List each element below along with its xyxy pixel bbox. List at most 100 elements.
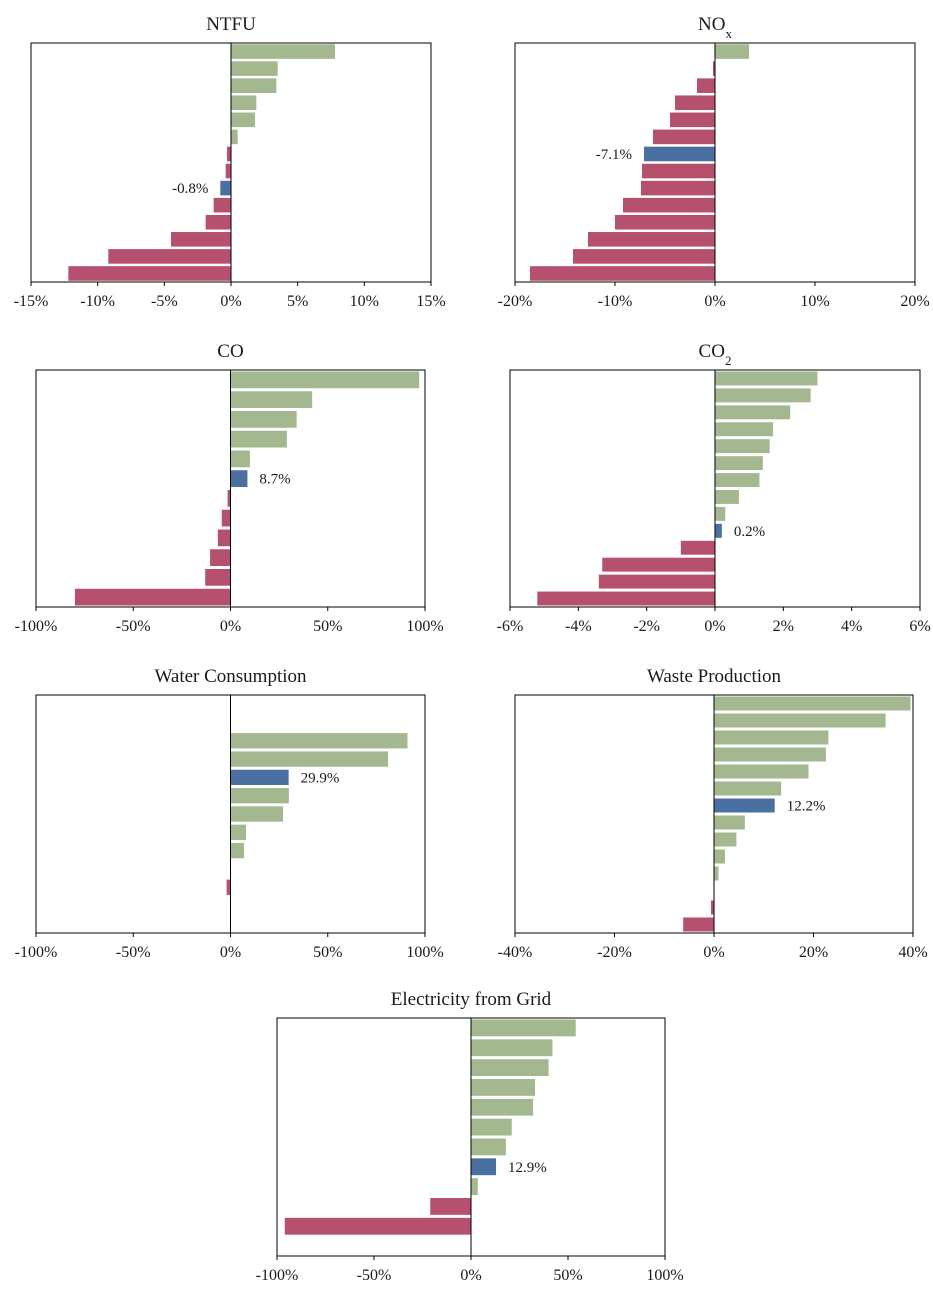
bar — [230, 733, 408, 749]
panel-title: Water Consumption — [154, 666, 307, 687]
highlight-bar — [230, 769, 289, 786]
x-tick-label: 0% — [220, 618, 241, 635]
bar — [430, 1198, 471, 1215]
bar — [573, 249, 715, 264]
bar — [230, 806, 284, 822]
bar — [623, 197, 715, 213]
x-tick-label: 10% — [350, 293, 379, 310]
x-tick-label: 2% — [773, 618, 794, 635]
bar — [715, 44, 749, 59]
bar — [231, 95, 257, 111]
panel-title-text: Electricity from Grid — [391, 989, 552, 1010]
bar — [715, 371, 818, 386]
bar — [230, 450, 250, 468]
panel-title-text: Waste Production — [647, 666, 782, 687]
highlight-value-label: -7.1% — [596, 147, 632, 163]
bar — [226, 879, 231, 895]
x-tick-label: 0% — [220, 944, 241, 961]
bar — [697, 78, 715, 93]
bar — [231, 78, 277, 93]
bar — [641, 180, 715, 196]
bar — [714, 696, 911, 711]
panel-title: CO — [217, 341, 243, 362]
x-tick-label: -100% — [15, 618, 58, 635]
bar — [714, 730, 829, 745]
x-tick-label: -100% — [15, 944, 58, 961]
bar — [68, 266, 231, 281]
bar — [642, 163, 715, 179]
bar — [205, 214, 231, 230]
bar — [615, 214, 715, 230]
bar — [230, 824, 247, 840]
x-tick-label: 0% — [704, 293, 725, 310]
highlight-bar — [471, 1158, 497, 1176]
x-tick-label: -100% — [256, 1267, 299, 1284]
bar — [715, 490, 739, 504]
panel-title: CO2 — [699, 341, 732, 368]
bar — [714, 781, 782, 796]
panel-6: Waste Production 12.2% -40% -20% 0% 20% 40% — [498, 666, 928, 961]
highlight-value-label: 29.9% — [301, 770, 340, 786]
x-tick-label: -4% — [565, 618, 592, 635]
panel-5: Water Consumption 29.9% -100% -50% 0% 50% 100% — [15, 666, 444, 961]
x-tick-label: -40% — [498, 944, 533, 961]
bar — [210, 549, 231, 566]
bar — [715, 506, 726, 521]
panel-title-text: CO — [699, 341, 725, 362]
x-tick-label: -50% — [357, 1267, 392, 1284]
bar — [715, 405, 791, 420]
x-tick-label: 40% — [898, 944, 927, 961]
x-tick-label: 6% — [909, 618, 930, 635]
bar — [230, 391, 313, 408]
x-tick-label: 0% — [220, 293, 241, 310]
bar — [471, 1059, 549, 1076]
bar — [171, 232, 231, 247]
panel-title-text: CO — [217, 341, 243, 362]
highlight-bar — [714, 798, 775, 813]
bar — [471, 1079, 536, 1096]
highlight-bar — [230, 470, 248, 487]
bar — [530, 266, 715, 281]
bar — [230, 751, 389, 767]
x-tick-label: 15% — [416, 293, 445, 310]
x-tick-label: 50% — [313, 618, 342, 635]
bar — [714, 747, 826, 762]
highlight-value-label: 0.2% — [734, 524, 765, 540]
x-tick-label: 20% — [900, 293, 929, 310]
bar — [108, 249, 231, 264]
panel-3: CO 8.7% -100% -50% 0% 50% 100% — [15, 341, 444, 635]
panel-title: Waste Production — [647, 666, 782, 687]
bar — [231, 129, 238, 145]
x-tick-label: -20% — [597, 944, 632, 961]
bar — [74, 588, 231, 606]
x-tick-label: -50% — [116, 944, 151, 961]
x-tick-label: 20% — [799, 944, 828, 961]
x-tick-label: -15% — [14, 293, 49, 310]
bar — [715, 439, 770, 454]
bar — [675, 95, 715, 111]
x-tick-label: -20% — [498, 293, 533, 310]
bar — [471, 1118, 512, 1136]
bar — [670, 112, 715, 128]
bar — [680, 540, 715, 555]
bar — [230, 430, 287, 448]
bar — [714, 866, 719, 881]
highlight-bar — [644, 146, 715, 162]
bar — [217, 529, 231, 547]
x-tick-label: 0% — [460, 1267, 481, 1284]
panel-2: NOx -7.1% -20% -10% 0% 10% 20% — [498, 14, 930, 310]
panel-title-subscript: 2 — [725, 353, 732, 368]
highlight-value-label: 8.7% — [259, 472, 290, 488]
x-tick-label: -6% — [497, 618, 524, 635]
x-tick-label: 50% — [553, 1267, 582, 1284]
bar — [714, 764, 809, 779]
bar — [714, 713, 886, 728]
highlight-value-label: 12.9% — [508, 1160, 547, 1176]
panel-title: NTFU — [206, 14, 256, 35]
bar — [231, 44, 335, 59]
x-tick-label: 50% — [313, 944, 342, 961]
bar — [284, 1217, 471, 1235]
x-tick-label: -50% — [116, 618, 151, 635]
bar — [714, 815, 745, 830]
